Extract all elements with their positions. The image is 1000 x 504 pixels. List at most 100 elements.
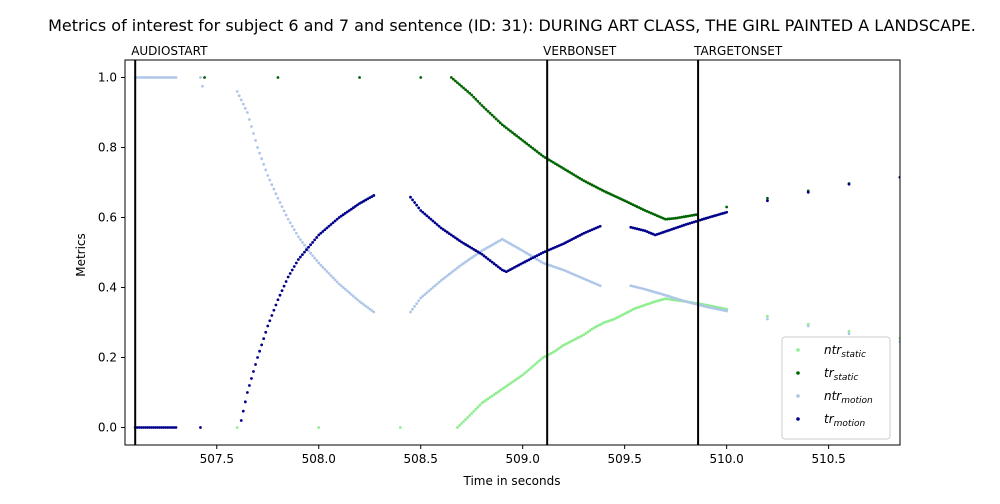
- legend-marker: [796, 348, 800, 352]
- data-point: [372, 310, 376, 314]
- data-point: [398, 426, 402, 429]
- data-point: [437, 224, 441, 228]
- data-point: [280, 289, 284, 293]
- data-point: [543, 156, 547, 159]
- data-point: [492, 262, 496, 266]
- data-point: [160, 426, 164, 429]
- data-point: [164, 426, 168, 429]
- data-point: [162, 76, 166, 79]
- data-point: [372, 194, 376, 197]
- data-point: [517, 135, 521, 139]
- data-point: [270, 183, 274, 187]
- data-point: [529, 366, 533, 370]
- data-point: [423, 293, 427, 296]
- data-point: [337, 282, 341, 286]
- data-point: [329, 223, 333, 226]
- data-point: [490, 113, 494, 117]
- data-point: [494, 241, 498, 245]
- data-point: [766, 317, 769, 321]
- data-point: [170, 76, 174, 79]
- data-point: [500, 123, 504, 127]
- data-point: [309, 243, 312, 247]
- data-point: [347, 291, 351, 295]
- data-point: [664, 217, 667, 221]
- data-point: [460, 84, 463, 88]
- data-point: [553, 349, 557, 353]
- legend-label: ntrmotion: [824, 389, 873, 406]
- data-point: [488, 259, 492, 262]
- data-point: [311, 254, 315, 258]
- x-tick-label: 509.5: [607, 452, 641, 466]
- data-point: [439, 279, 443, 282]
- data-point: [535, 361, 539, 365]
- data-point: [564, 168, 567, 172]
- data-point: [560, 345, 563, 349]
- data-point: [156, 76, 160, 79]
- data-point: [278, 293, 282, 297]
- data-point: [496, 390, 500, 394]
- data-point: [421, 210, 425, 214]
- y-tick-label: 0.4: [98, 281, 117, 295]
- legend-label: trmotion: [824, 412, 865, 429]
- data-point: [274, 192, 278, 196]
- data-point: [462, 86, 465, 90]
- data-point: [419, 209, 423, 212]
- data-point: [502, 238, 506, 242]
- data-point: [311, 240, 315, 244]
- data-point: [531, 364, 535, 368]
- data-point: [162, 426, 166, 429]
- data-point: [370, 195, 374, 199]
- plot-area: 507.5 508.0 508.5 509.0 509.5 510.0 510.5 0.0 0.…: [98, 44, 901, 466]
- data-point: [327, 272, 331, 275]
- data-point: [568, 170, 572, 174]
- data-point: [252, 132, 255, 135]
- data-point: [364, 198, 368, 202]
- data-point: [519, 248, 523, 251]
- data-point: [527, 253, 531, 256]
- data-point: [476, 99, 480, 103]
- x-tick-label: 510.5: [811, 452, 845, 466]
- data-point: [415, 203, 419, 207]
- x-tick-label: 508.0: [302, 452, 336, 466]
- data-point: [513, 244, 516, 248]
- data-point: [347, 209, 351, 212]
- data-point: [453, 79, 457, 83]
- data-point: [254, 363, 257, 366]
- data-point: [333, 219, 337, 223]
- data-point: [529, 145, 533, 149]
- data-point: [256, 146, 259, 149]
- data-point: [141, 76, 145, 79]
- data-point: [243, 400, 247, 404]
- data-point: [276, 196, 280, 200]
- data-point: [456, 237, 459, 241]
- data-point: [160, 76, 164, 79]
- event-label-targetonset: TARGETONSET: [693, 44, 783, 58]
- data-point: [258, 151, 262, 155]
- data-point: [284, 280, 288, 283]
- x-tick-label: 509.0: [506, 452, 540, 466]
- data-point: [560, 165, 563, 169]
- data-point: [356, 298, 359, 302]
- data-point: [515, 134, 518, 138]
- data-point: [486, 397, 490, 401]
- data-point: [500, 237, 504, 241]
- data-point: [146, 426, 149, 429]
- data-point: [535, 257, 539, 261]
- data-point: [366, 197, 370, 201]
- data-point: [486, 245, 490, 249]
- data-point: [433, 284, 437, 288]
- data-point: [476, 405, 480, 409]
- data-point: [527, 368, 531, 372]
- data-point: [370, 309, 374, 312]
- data-point: [472, 247, 476, 251]
- data-point: [174, 76, 178, 79]
- data-point: [366, 306, 370, 309]
- data-point: [201, 84, 204, 88]
- data-point: [464, 260, 467, 264]
- data-point: [468, 91, 472, 95]
- data-point: [504, 126, 508, 130]
- data-point: [464, 418, 467, 421]
- data-point: [199, 426, 202, 429]
